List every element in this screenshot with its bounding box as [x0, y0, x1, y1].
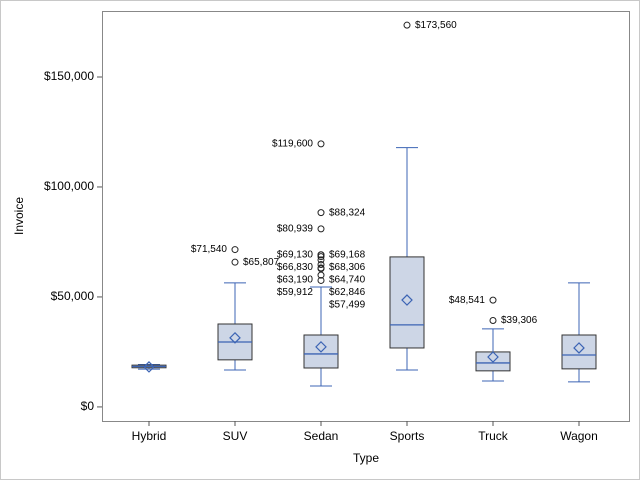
box: [561, 334, 597, 370]
outlier-label: $69,130: [277, 250, 314, 261]
outlier-label: $71,540: [191, 244, 228, 255]
outlier-label: $80,939: [277, 224, 314, 235]
outlier: [317, 261, 325, 269]
box: [389, 256, 425, 349]
x-tick-label: Wagon: [560, 429, 598, 443]
y-tick-label: $100,000: [44, 179, 94, 193]
mean-marker: [229, 332, 241, 344]
outlier-label: $59,912: [277, 287, 314, 298]
outlier-label: $173,560: [415, 20, 457, 31]
outlier-label: $119,600: [272, 138, 313, 149]
x-tick-label: Sedan: [304, 429, 339, 443]
outlier-label: $62,846: [329, 287, 366, 298]
outlier-label: $69,168: [329, 249, 366, 260]
y-tick-label: $0: [81, 399, 95, 413]
mean-marker: [401, 294, 413, 306]
outlier: [489, 316, 497, 324]
outlier: [317, 271, 325, 279]
outlier: [317, 251, 325, 259]
outlier: [317, 225, 325, 233]
outlier: [317, 276, 325, 284]
outlier: [231, 246, 239, 254]
plot-area: [102, 11, 630, 422]
outlier-label: $65,807: [243, 257, 280, 268]
y-tick-label: $50,000: [51, 289, 95, 303]
outlier-label: $57,499: [329, 299, 366, 310]
mean-marker: [315, 341, 327, 353]
outlier-label: $88,324: [329, 207, 366, 218]
outlier: [231, 258, 239, 266]
outlier: [403, 21, 411, 29]
mean-marker: [143, 361, 155, 373]
outlier-label: $68,306: [329, 262, 366, 273]
outlier-label: $63,190: [277, 275, 314, 286]
outlier: [317, 253, 325, 261]
x-tick-label: Hybrid: [132, 429, 167, 443]
x-tick-label: Sports: [390, 429, 425, 443]
outlier: [317, 256, 325, 264]
outlier: [317, 140, 325, 148]
x-tick-label: SUV: [223, 429, 248, 443]
outlier-label: $48,541: [449, 295, 486, 306]
x-axis-label: Type: [353, 451, 379, 465]
x-tick-label: Truck: [478, 429, 509, 443]
y-axis-label: Invoice: [12, 197, 26, 235]
outlier-label: $66,830: [277, 262, 314, 273]
y-tick-label: $150,000: [44, 69, 94, 83]
outlier: [317, 209, 325, 217]
outlier: [489, 296, 497, 304]
outlier-label: $64,740: [329, 274, 366, 285]
mean-marker: [573, 342, 585, 354]
mean-marker: [487, 351, 499, 363]
outlier-label: $39,306: [501, 315, 538, 326]
